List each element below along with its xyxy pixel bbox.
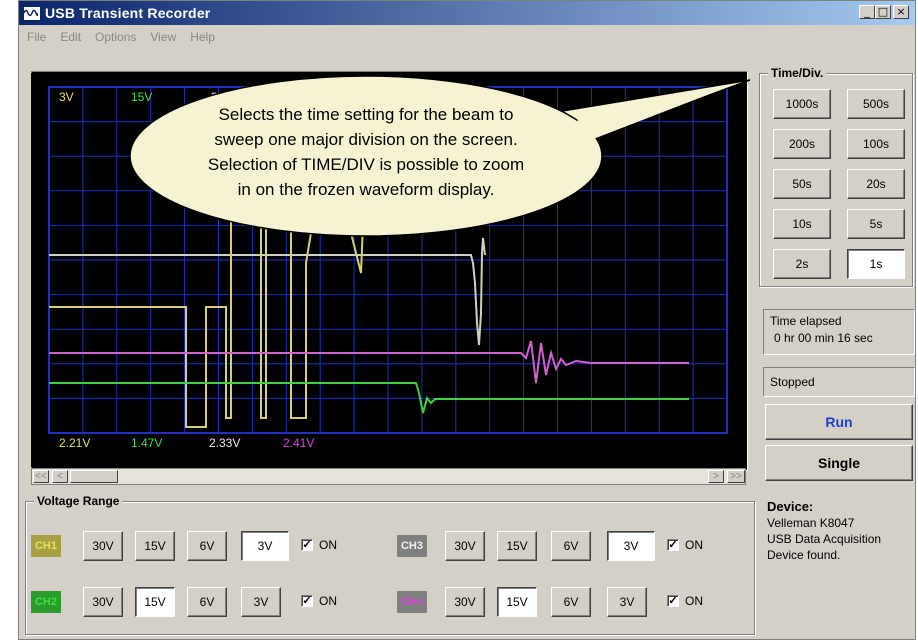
- close-button[interactable]: ×: [893, 5, 909, 19]
- ch2-label: CH2: [31, 591, 61, 613]
- ch1-check-icon[interactable]: ✓: [301, 539, 313, 551]
- ch2-scale-label: 15V: [131, 90, 152, 104]
- ch3-on-checkbox[interactable]: ✓ ON: [667, 538, 703, 552]
- ch3-3v-button[interactable]: 3V: [607, 531, 655, 561]
- channel-traces: [49, 201, 689, 428]
- time-div-500s-button[interactable]: 500s: [847, 89, 905, 119]
- ch2-on-label: ON: [319, 594, 337, 608]
- voltage-range-title: Voltage Range: [34, 494, 123, 508]
- ch3-label: CH3: [397, 535, 427, 557]
- ch3-6v-button[interactable]: 6V: [551, 531, 591, 561]
- ch4-on-label: ON: [685, 594, 703, 608]
- ch2-reading: 1.47V: [131, 436, 162, 450]
- trace-ch2: [49, 382, 689, 414]
- ch1-3v-button[interactable]: 3V: [241, 531, 289, 561]
- ch1-on-checkbox[interactable]: ✓ ON: [301, 538, 337, 552]
- scroll-fast-left-button[interactable]: <<: [33, 470, 49, 483]
- tooltip-line-3: Selection of TIME/DIV is possible to zoo…: [207, 155, 525, 174]
- menu-view[interactable]: View: [150, 30, 177, 44]
- ch1-15v-button[interactable]: 15V: [135, 531, 175, 561]
- time-div-20s-button[interactable]: 20s: [847, 169, 905, 199]
- menu-options[interactable]: Options: [95, 30, 137, 44]
- ch4-reading: 2.41V: [283, 436, 314, 450]
- device-label: Device:: [767, 499, 814, 514]
- tooltip-line-2: sweep one major division on the screen.: [214, 130, 518, 149]
- app-window: USB Transient Recorder _ □ × File Edit O…: [18, 0, 916, 640]
- ch2-15v-button[interactable]: 15V: [135, 587, 175, 617]
- menu-help[interactable]: Help: [190, 30, 215, 44]
- time-div-1000s-button[interactable]: 1000s: [773, 89, 831, 119]
- device-line-3: Device found.: [767, 548, 841, 562]
- time-div-1s-button[interactable]: 1s: [847, 249, 905, 279]
- status-box: Stopped: [763, 367, 915, 397]
- ch3-reading: 2.33V: [209, 436, 240, 450]
- ch3-30v-button[interactable]: 30V: [445, 531, 485, 561]
- tooltip-text: Selects the time setting for the beam to…: [196, 102, 536, 202]
- ch2-30v-button[interactable]: 30V: [83, 587, 123, 617]
- ch2-3v-button[interactable]: 3V: [241, 587, 281, 617]
- device-info: Device: Velleman K8047 USB Data Acquisit…: [767, 499, 917, 563]
- ch1-reading: 2.21V: [59, 436, 90, 450]
- time-div-200s-button[interactable]: 200s: [773, 129, 831, 159]
- menu-edit[interactable]: Edit: [60, 30, 82, 44]
- ch1-scale-label: 3V: [59, 90, 74, 104]
- ch2-6v-button[interactable]: 6V: [187, 587, 227, 617]
- device-line-1: Velleman K8047: [767, 516, 855, 530]
- time-div-10s-button[interactable]: 10s: [773, 209, 831, 239]
- ch3-15v-button[interactable]: 15V: [497, 531, 537, 561]
- time-elapsed-box: Time elapsed 0 hr 00 min 16 sec: [763, 309, 915, 355]
- time-elapsed-value: 0 hr 00 min 16 sec: [774, 331, 873, 345]
- ch4-on-checkbox[interactable]: ✓ ON: [667, 594, 703, 608]
- ch4-label: CH4: [397, 591, 427, 613]
- voltage-range-group: Voltage Range: [25, 494, 755, 635]
- ch1-6v-button[interactable]: 6V: [187, 531, 227, 561]
- time-div-50s-button[interactable]: 50s: [773, 169, 831, 199]
- maximize-button[interactable]: □: [875, 5, 891, 19]
- title-bar: USB Transient Recorder _ □ ×: [19, 1, 915, 25]
- ch4-check-icon[interactable]: ✓: [667, 595, 679, 607]
- minimize-button[interactable]: _: [859, 5, 875, 19]
- ch3-on-label: ON: [685, 538, 703, 552]
- ch1-label: CH1: [31, 535, 61, 557]
- time-div-2s-button[interactable]: 2s: [773, 249, 831, 279]
- app-wave-icon: [23, 6, 41, 21]
- ch4-6v-button[interactable]: 6V: [551, 587, 591, 617]
- time-div-5s-button[interactable]: 5s: [847, 209, 905, 239]
- scroll-right-button[interactable]: >: [708, 470, 724, 483]
- time-elapsed-label: Time elapsed: [770, 314, 842, 328]
- window-title: USB Transient Recorder: [45, 5, 211, 21]
- ch2-on-checkbox[interactable]: ✓ ON: [301, 594, 337, 608]
- tooltip-line-1: Selects the time setting for the beam to: [218, 105, 514, 124]
- time-div-group: Time/Div.: [759, 66, 913, 287]
- device-line-2: USB Data Acquisition: [767, 532, 882, 546]
- ch4-30v-button[interactable]: 30V: [445, 587, 485, 617]
- run-button[interactable]: Run: [765, 404, 913, 440]
- trace-ch3: [49, 237, 486, 346]
- ch3-check-icon[interactable]: ✓: [667, 539, 679, 551]
- scroll-fast-right-button[interactable]: >>: [727, 470, 745, 483]
- tooltip-line-4: in on the frozen waveform display.: [237, 180, 495, 199]
- menu-bar: File Edit Options View Help: [19, 27, 915, 47]
- scroll-left-button[interactable]: <: [52, 470, 68, 483]
- ch1-on-label: ON: [319, 538, 337, 552]
- time-div-100s-button[interactable]: 100s: [847, 129, 905, 159]
- ch4-3v-button[interactable]: 3V: [607, 587, 647, 617]
- horizontal-scrollbar[interactable]: << < > >>: [31, 468, 746, 485]
- menu-file[interactable]: File: [27, 30, 47, 44]
- ch2-check-icon[interactable]: ✓: [301, 595, 313, 607]
- ch4-15v-button[interactable]: 15V: [497, 587, 537, 617]
- scroll-thumb[interactable]: [70, 470, 118, 483]
- time-div-title: Time/Div.: [768, 66, 827, 80]
- ch1-30v-button[interactable]: 30V: [83, 531, 123, 561]
- trace-ch4: [49, 340, 689, 384]
- single-button[interactable]: Single: [765, 445, 913, 481]
